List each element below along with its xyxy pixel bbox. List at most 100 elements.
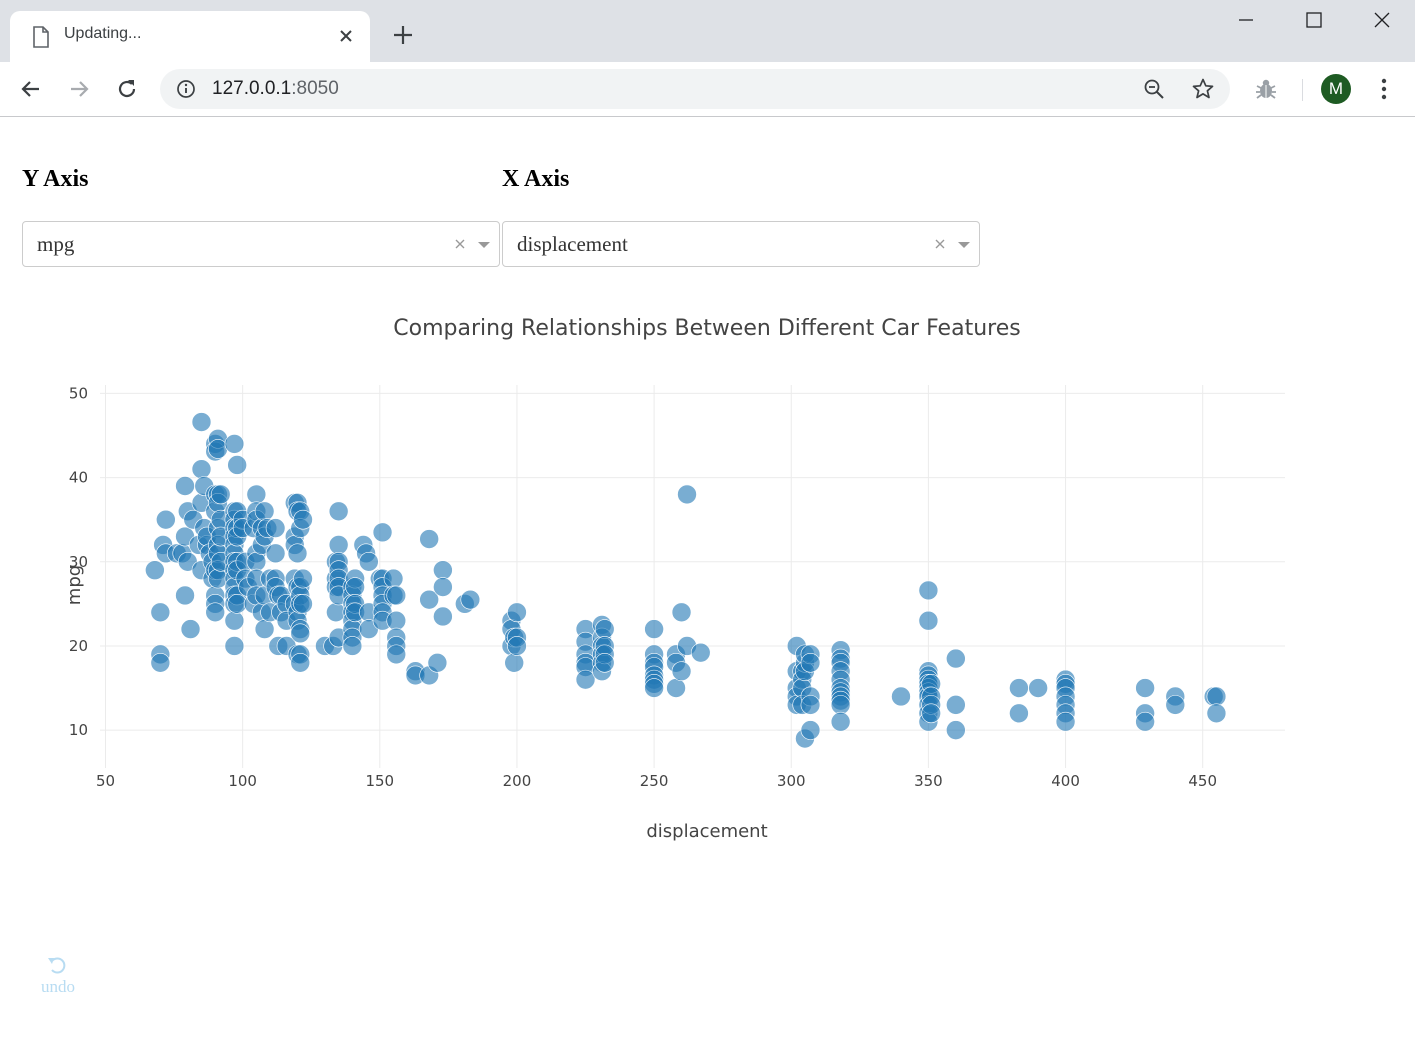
data-point[interactable]: [830, 695, 851, 715]
data-point[interactable]: [224, 636, 245, 656]
close-tab-icon[interactable]: [335, 25, 357, 47]
data-point[interactable]: [800, 652, 821, 673]
browser-tab[interactable]: Updating...: [10, 11, 370, 62]
data-point[interactable]: [328, 501, 349, 522]
forward-arrow-icon[interactable]: [66, 76, 92, 102]
data-point[interactable]: [433, 577, 453, 597]
data-point[interactable]: [1135, 678, 1155, 698]
data-point[interactable]: [1009, 678, 1029, 698]
data-point[interactable]: [246, 484, 267, 505]
data-point[interactable]: [800, 695, 821, 715]
data-point[interactable]: [359, 551, 379, 572]
data-point[interactable]: [671, 602, 692, 623]
data-point[interactable]: [1206, 703, 1227, 724]
scatter-chart[interactable]: Comparing Relationships Between Differen…: [0, 290, 1415, 890]
data-point[interactable]: [287, 543, 308, 564]
data-point[interactable]: [224, 434, 245, 454]
data-point[interactable]: [1206, 686, 1227, 707]
data-point[interactable]: [433, 560, 453, 580]
data-point[interactable]: [290, 652, 311, 673]
data-point[interactable]: [210, 484, 231, 505]
y-axis-dropdown[interactable]: mpg: [22, 221, 500, 267]
data-point[interactable]: [433, 606, 453, 627]
data-point[interactable]: [946, 695, 966, 715]
data-point[interactable]: [690, 642, 711, 663]
data-point[interactable]: [644, 619, 664, 639]
data-point[interactable]: [254, 501, 275, 522]
more-menu-icon[interactable]: [1372, 76, 1396, 102]
data-point[interactable]: [293, 568, 313, 589]
data-point[interactable]: [150, 602, 171, 623]
data-point[interactable]: [254, 619, 275, 639]
profile-avatar[interactable]: M: [1321, 74, 1351, 104]
data-point[interactable]: [386, 585, 407, 606]
clear-icon[interactable]: [453, 237, 467, 251]
data-point[interactable]: [345, 577, 365, 597]
data-point[interactable]: [666, 678, 686, 698]
data-point[interactable]: [191, 459, 212, 479]
data-point[interactable]: [293, 594, 313, 614]
data-point[interactable]: [1028, 678, 1048, 698]
data-point[interactable]: [205, 602, 226, 623]
chevron-down-icon[interactable]: [476, 240, 492, 250]
x-axis-dropdown[interactable]: displacement: [502, 221, 980, 267]
data-point[interactable]: [419, 589, 439, 610]
data-point[interactable]: [671, 661, 692, 681]
bookmark-star-icon[interactable]: [1191, 77, 1215, 101]
data-point[interactable]: [342, 636, 363, 656]
data-point[interactable]: [208, 568, 228, 589]
reload-icon[interactable]: [114, 76, 140, 102]
data-point[interactable]: [386, 610, 407, 631]
data-point[interactable]: [150, 652, 171, 673]
new-tab-icon[interactable]: [390, 22, 416, 48]
data-point[interactable]: [504, 652, 525, 673]
data-point[interactable]: [677, 484, 697, 505]
clear-icon[interactable]: [933, 237, 947, 251]
data-point[interactable]: [175, 476, 195, 496]
maximize-icon[interactable]: [1294, 6, 1334, 36]
data-point[interactable]: [156, 509, 176, 530]
data-point[interactable]: [460, 589, 481, 610]
data-point[interactable]: [1135, 711, 1155, 732]
data-point[interactable]: [507, 636, 527, 656]
data-point[interactable]: [191, 412, 212, 432]
data-point[interactable]: [946, 720, 966, 740]
data-point[interactable]: [1165, 695, 1186, 715]
data-points[interactable]: [145, 412, 1227, 749]
chevron-down-icon[interactable]: [956, 240, 972, 250]
minimize-icon[interactable]: [1226, 6, 1266, 36]
data-point[interactable]: [800, 720, 821, 740]
zoom-out-icon[interactable]: [1143, 78, 1165, 100]
extension-bug-icon[interactable]: [1253, 76, 1279, 102]
data-point[interactable]: [891, 686, 911, 707]
data-point[interactable]: [918, 610, 939, 631]
undo-button[interactable]: undo: [34, 953, 82, 1007]
data-point[interactable]: [246, 551, 267, 572]
data-point[interactable]: [293, 509, 313, 530]
data-point[interactable]: [227, 594, 247, 614]
data-point[interactable]: [419, 529, 439, 549]
address-bar[interactable]: 127.0.0.1:8050: [160, 69, 1230, 109]
data-point[interactable]: [830, 711, 851, 732]
data-point[interactable]: [208, 439, 228, 459]
data-point[interactable]: [1009, 703, 1029, 724]
data-point[interactable]: [145, 560, 165, 580]
data-point[interactable]: [372, 522, 393, 543]
close-window-icon[interactable]: [1362, 6, 1402, 36]
data-point[interactable]: [427, 652, 448, 673]
data-point[interactable]: [265, 543, 286, 564]
data-point[interactable]: [328, 535, 349, 555]
data-point[interactable]: [575, 669, 596, 690]
info-icon[interactable]: [176, 79, 196, 99]
url-text[interactable]: 127.0.0.1:8050: [212, 78, 339, 99]
data-point[interactable]: [290, 623, 311, 644]
data-point[interactable]: [227, 455, 247, 475]
data-point[interactable]: [175, 585, 195, 606]
data-point[interactable]: [224, 610, 245, 631]
data-point[interactable]: [918, 580, 939, 601]
data-point[interactable]: [386, 644, 407, 665]
data-point[interactable]: [180, 619, 201, 639]
data-point[interactable]: [265, 518, 286, 538]
data-point[interactable]: [383, 568, 404, 589]
data-point[interactable]: [946, 648, 966, 669]
